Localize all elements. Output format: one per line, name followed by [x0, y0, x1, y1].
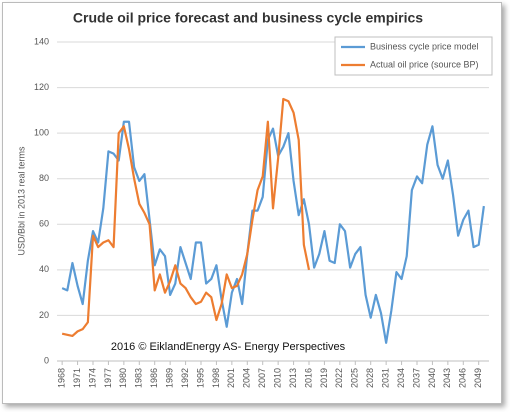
- x-tick-label: 2037: [411, 368, 421, 388]
- x-tick-label: 2031: [381, 368, 391, 388]
- y-tick-label: 40: [39, 264, 49, 274]
- x-tick-label: 1980: [118, 368, 128, 388]
- series-line: [61, 97, 311, 338]
- annotation: 2016 © EiklandEnergy AS- Energy Perspect…: [111, 341, 346, 353]
- x-tick-label: 2016: [303, 368, 313, 388]
- legend-label: Business cycle price model: [370, 41, 479, 51]
- x-tick-label: 1968: [57, 368, 67, 388]
- x-tick-label: 1995: [195, 368, 205, 388]
- x-tick-label: 2019: [319, 368, 329, 388]
- x-tick-label: 1992: [180, 368, 190, 388]
- x-tick-label: 2040: [427, 368, 437, 388]
- x-tick-label: 2004: [242, 368, 252, 388]
- x-tick-label: 1974: [87, 368, 97, 388]
- y-axis-label: USD/Bbl in 2013 real terms: [16, 146, 26, 256]
- chart-title: Crude oil price forecast and business cy…: [73, 10, 423, 26]
- x-tick-label: 2034: [396, 368, 406, 388]
- x-tick-label: 1986: [149, 368, 159, 388]
- series-line: [61, 120, 485, 344]
- x-tick-label: 2001: [226, 368, 236, 388]
- legend-label: Actual oil price (source BP): [370, 59, 479, 69]
- x-tick-label: 2028: [365, 368, 375, 388]
- legend: Business cycle price model Actual oil pri…: [334, 36, 493, 76]
- x-tick-label: 2025: [350, 368, 360, 388]
- x-tick-label: 2046: [458, 368, 468, 388]
- x-tick-label: 1983: [134, 368, 144, 388]
- x-tick-label: 2049: [473, 368, 483, 388]
- x-tick-label: 1998: [211, 368, 221, 388]
- x-tick-label: 2043: [442, 368, 452, 388]
- x-tick-label: 2010: [273, 368, 283, 388]
- x-tick-label: 1977: [103, 368, 113, 388]
- legend-box: [334, 36, 493, 76]
- x-tick-label: 1971: [72, 368, 82, 388]
- x-tick-label: 1989: [165, 368, 175, 388]
- x-tick-label: 2013: [288, 368, 298, 388]
- y-tick-label: 80: [39, 173, 49, 183]
- y-tick-label: 100: [34, 128, 49, 138]
- y-tick-label: 0: [44, 355, 49, 365]
- y-tick-label: 60: [39, 219, 49, 229]
- y-tick-label: 20: [39, 310, 49, 320]
- x-tick-label: 2007: [257, 368, 267, 388]
- y-tick-label: 140: [34, 36, 49, 46]
- y-tick-label: 120: [34, 82, 49, 92]
- x-tick-label: 2022: [334, 368, 344, 388]
